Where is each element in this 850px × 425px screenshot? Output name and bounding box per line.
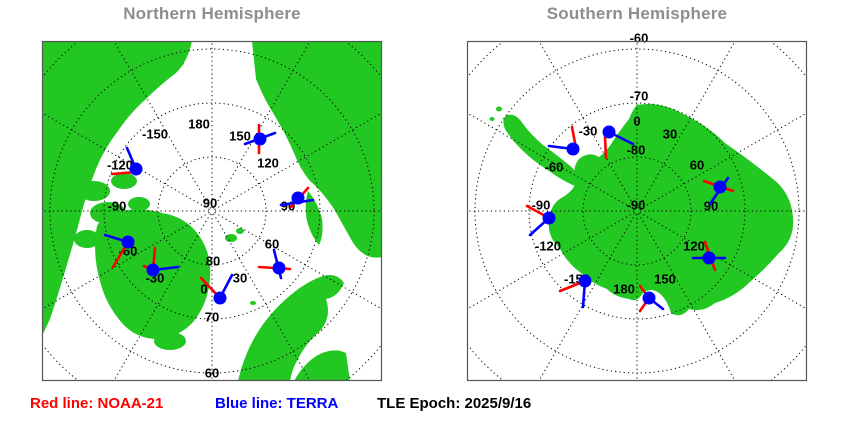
island xyxy=(489,117,495,121)
graticule-label: 150 xyxy=(654,272,676,287)
island xyxy=(78,181,110,201)
graticule-label: 90 xyxy=(203,196,217,211)
landmass xyxy=(305,191,323,245)
satellite-position-dot xyxy=(129,162,143,176)
map-frame xyxy=(466,40,808,382)
satellite-position-dot xyxy=(253,132,267,146)
southern-map-title: Southern Hemisphere xyxy=(546,4,728,23)
graticule-label: 150 xyxy=(229,129,251,144)
noaa21-track-segment xyxy=(603,135,608,160)
island xyxy=(136,222,152,232)
graticule-label: 120 xyxy=(683,239,705,254)
graticule-label: 60 xyxy=(690,158,704,173)
tle-epoch-label: TLE Epoch: 2025/9/16 xyxy=(377,395,532,412)
satellite-position-dot xyxy=(702,251,716,265)
graticule-label: 80 xyxy=(206,254,220,269)
satellite-position-dot xyxy=(713,180,727,194)
graticule-label: 180 xyxy=(188,117,210,132)
graticule-label: -30 xyxy=(579,124,598,139)
latitude-circle xyxy=(528,102,746,320)
graticule-label: 60 xyxy=(205,366,219,381)
latitude-circle xyxy=(103,102,321,320)
latitude-circle xyxy=(582,156,692,266)
graticule-label: 30 xyxy=(663,127,677,142)
landmass xyxy=(548,104,794,316)
satellite-position-dot xyxy=(578,274,592,288)
graticule-label: 60 xyxy=(265,237,279,252)
graticule-label: -90 xyxy=(627,198,646,213)
satellite-position-dot xyxy=(213,291,227,305)
island xyxy=(74,230,100,248)
graticule-label: -90 xyxy=(532,198,551,213)
island xyxy=(176,60,184,66)
noaa21-red-line-legend: Red line: NOAA-21 xyxy=(30,395,164,412)
island xyxy=(496,106,502,112)
graticule-label: 0 xyxy=(633,114,640,129)
island xyxy=(225,234,237,242)
graticule-label: 120 xyxy=(257,156,279,171)
terra-blue-line-legend: Blue line: TERRA xyxy=(215,395,339,412)
graticule-label: -150 xyxy=(142,127,168,142)
graticule-label: 90 xyxy=(704,199,718,214)
map-clipped-layer xyxy=(42,41,382,381)
landmass xyxy=(42,41,192,336)
landmass xyxy=(503,114,579,187)
island xyxy=(90,202,126,224)
graticule-label: -80 xyxy=(627,143,646,158)
graticule-label: -120 xyxy=(535,239,561,254)
satellite-position-dot xyxy=(121,235,135,249)
island xyxy=(111,173,137,189)
landmass xyxy=(252,41,382,258)
island xyxy=(159,51,165,57)
graticule-label: 0 xyxy=(200,282,207,297)
map-clipped-layer xyxy=(467,41,807,381)
satellite-position-dot xyxy=(291,191,305,205)
satellite-position-dot xyxy=(146,263,160,277)
latitude-circle xyxy=(49,48,375,374)
northern-hemisphere-map: 180-150 150120-12090-9060-6030-3009080706… xyxy=(41,40,383,382)
island xyxy=(236,228,244,234)
graticule-label: -60 xyxy=(630,31,649,46)
satellite-position-dot xyxy=(642,291,656,305)
landmass xyxy=(238,275,344,381)
satellite-position-dot xyxy=(602,125,616,139)
satellite-position-dot xyxy=(566,142,580,156)
island xyxy=(250,301,256,305)
latitude-circle xyxy=(157,156,267,266)
graticule-label: -70 xyxy=(630,89,649,104)
island xyxy=(154,332,186,350)
graticule-label: 180 xyxy=(613,282,635,297)
graticule-label: -60 xyxy=(119,244,138,259)
graticule-label: -60 xyxy=(545,160,564,175)
satellite-position-dot xyxy=(542,211,556,225)
graticule-label: 70 xyxy=(205,310,219,325)
latitude-circle xyxy=(474,48,800,374)
landmass xyxy=(294,350,350,381)
graticule-label: -120 xyxy=(107,158,133,173)
northern-map-title: Northern Hemisphere xyxy=(123,4,301,23)
island xyxy=(128,197,150,211)
southern-hemisphere-map: 0306090120150180-150-120-90-60-30-60-70-… xyxy=(466,31,808,382)
map-frame xyxy=(41,40,383,382)
graticule-label: -90 xyxy=(108,199,127,214)
satellite-position-dot xyxy=(272,261,286,275)
graticule-label: 30 xyxy=(233,271,247,286)
